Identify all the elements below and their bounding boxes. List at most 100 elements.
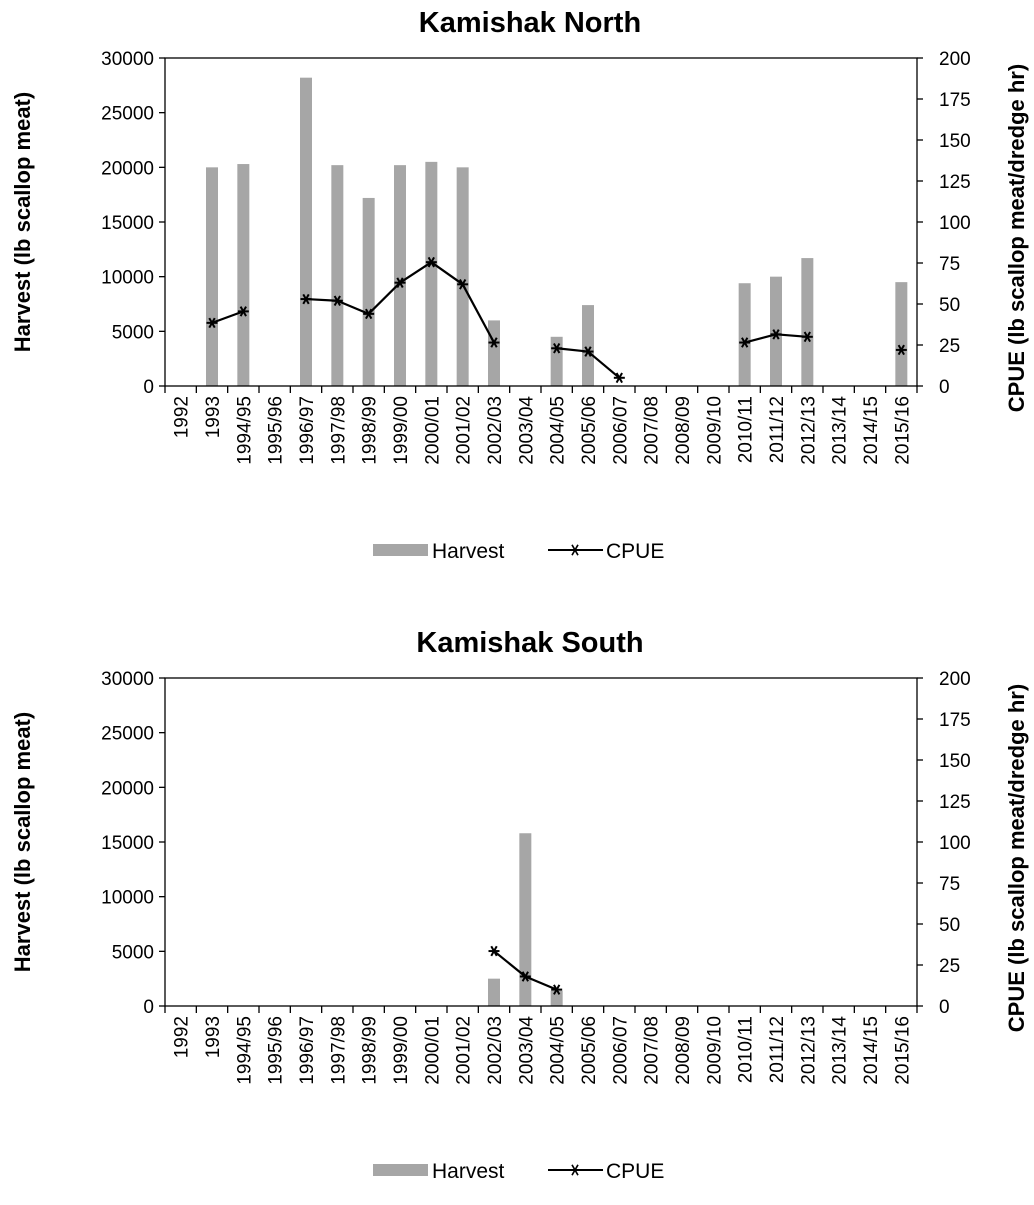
left-tick-label: 30000 (101, 669, 154, 690)
right-tick-label: 0 (939, 377, 950, 398)
harvest-bar-1994/95 (237, 164, 250, 386)
asterisk-stroke (302, 293, 310, 305)
left-axis-title: Harvest (lb scallop meat) (10, 712, 35, 972)
x-tick-label: 2003/04 (516, 396, 537, 465)
right-tick-label: 125 (939, 172, 971, 193)
cpue-point-2004/05 (551, 343, 563, 354)
left-tick-label: 0 (143, 997, 154, 1018)
asterisk-stroke (553, 343, 561, 354)
x-tick-label: 1993 (203, 1016, 224, 1058)
right-tick-label: 100 (939, 833, 971, 854)
cpue-point-2003/04 (519, 971, 531, 982)
x-tick-label: 1998/99 (360, 1016, 381, 1085)
cpue-line-segment (524, 975, 558, 991)
left-tick-label: 10000 (101, 268, 154, 289)
harvest-bar-2004/05 (550, 336, 563, 386)
asterisk-stroke (333, 295, 341, 306)
right-tick-label: 75 (939, 874, 960, 895)
left-axis-title: Harvest (lb scallop meat) (10, 92, 35, 352)
x-tick-label: 2004/05 (548, 396, 569, 465)
x-tick-label: 1996/97 (297, 396, 318, 465)
legend-harvest-label: Harvest (432, 540, 505, 563)
asterisk-stroke (490, 945, 498, 957)
asterisk-stroke (803, 331, 811, 343)
right-tick-label: 25 (939, 336, 960, 357)
cpue-point-2004/05 (551, 984, 563, 995)
legend-cpue-marker (569, 544, 581, 556)
x-tick-label: 1998/99 (360, 396, 381, 465)
x-tick-label: 2001/02 (454, 396, 475, 465)
x-tick-label: 2002/03 (485, 396, 506, 465)
cpue-line-segment (336, 299, 370, 315)
right-tick-label: 75 (939, 254, 960, 275)
right-tick-label: 25 (939, 956, 960, 977)
x-tick-label: 2014/15 (861, 396, 882, 465)
cpue-point-1997/98 (331, 295, 343, 306)
x-tick-label: 1999/00 (391, 396, 412, 465)
asterisk-stroke (365, 308, 373, 320)
cpue-point-1994/95 (237, 306, 249, 317)
cpue-line-segment (430, 261, 464, 286)
right-tick-label: 150 (939, 751, 971, 772)
left-tick-label: 25000 (101, 724, 154, 745)
right-tick-label: 50 (939, 295, 960, 316)
right-tick-label: 175 (939, 90, 971, 111)
harvest-bar-1998/99 (362, 197, 375, 386)
left-tick-label: 0 (143, 377, 154, 398)
right-axis-title: CPUE (lb scallop meat/dredge hr) (1004, 684, 1029, 1032)
cpue-line-segment (211, 310, 244, 324)
asterisk-stroke (584, 346, 592, 357)
kamishak-north-chart: Kamishak North 0 5000 10000 15000 20000 25000 3… (10, 7, 1029, 563)
harvest-bar-2000/01 (425, 161, 438, 386)
left-tick-label: 5000 (112, 322, 154, 343)
x-tick-label: 2001/02 (454, 1016, 475, 1085)
x-tick-label: 2000/01 (422, 1016, 443, 1085)
cpue-point-2000/01 (425, 256, 437, 268)
cpue-point-2015/16 (895, 344, 907, 356)
cpue-line-segment (587, 350, 621, 379)
asterisk-stroke (396, 277, 404, 288)
legend-harvest-label: Harvest (432, 1160, 505, 1183)
cpue-point-2012/13 (801, 331, 813, 343)
asterisk-stroke (208, 317, 216, 329)
x-tick-label: 1994/95 (234, 396, 255, 465)
harvest-bar-2005/06 (582, 305, 594, 386)
left-tick-label: 15000 (101, 833, 154, 854)
x-tick-label: 1997/98 (328, 396, 349, 465)
asterisk-stroke (571, 1164, 579, 1176)
cpue-point-1998/99 (363, 308, 375, 320)
legend-cpue-label: CPUE (606, 540, 664, 563)
x-tick-label: 2008/09 (673, 396, 694, 465)
x-tick-label: 2000/01 (422, 396, 443, 465)
cpue-point-2011/12 (770, 329, 782, 340)
x-tick-label: 2004/05 (548, 1016, 569, 1085)
harvest-bar-2002/03 (488, 320, 500, 386)
x-tick-label: 2010/11 (736, 1016, 757, 1083)
cpue-point-1993 (206, 317, 218, 329)
asterisk-stroke (490, 337, 498, 348)
x-tick-label: 2009/10 (704, 396, 725, 465)
right-tick-label: 200 (939, 669, 971, 690)
legend-cpue-marker (569, 1164, 581, 1176)
x-tick-label: 1997/98 (328, 1016, 349, 1085)
x-tick-label: 1994/95 (234, 1016, 255, 1085)
x-tick-label: 2010/11 (736, 396, 757, 463)
legend-harvest-swatch (373, 1164, 428, 1176)
harvest-bar-2010/11 (738, 283, 751, 386)
left-tick-label: 20000 (101, 778, 154, 799)
x-tick-label: 2012/13 (798, 396, 819, 465)
x-tick-label: 1993 (203, 396, 224, 438)
harvest-bar-1993 (206, 167, 218, 386)
x-tick-label: 2006/07 (610, 396, 631, 465)
asterisk-stroke (427, 256, 435, 268)
asterisk-stroke (772, 329, 780, 340)
x-tick-label: 1996/97 (297, 1016, 318, 1085)
cpue-point-1999/00 (394, 277, 406, 288)
x-tick-label: 2007/08 (642, 396, 663, 465)
x-tick-label: 2006/07 (610, 1016, 631, 1085)
left-tick-label: 30000 (101, 49, 154, 70)
harvest-bar-2004/05 (550, 990, 563, 1006)
x-tick-label: 2015/16 (892, 396, 913, 465)
asterisk-stroke (897, 344, 905, 356)
legend-cpue-label: CPUE (606, 1160, 664, 1183)
